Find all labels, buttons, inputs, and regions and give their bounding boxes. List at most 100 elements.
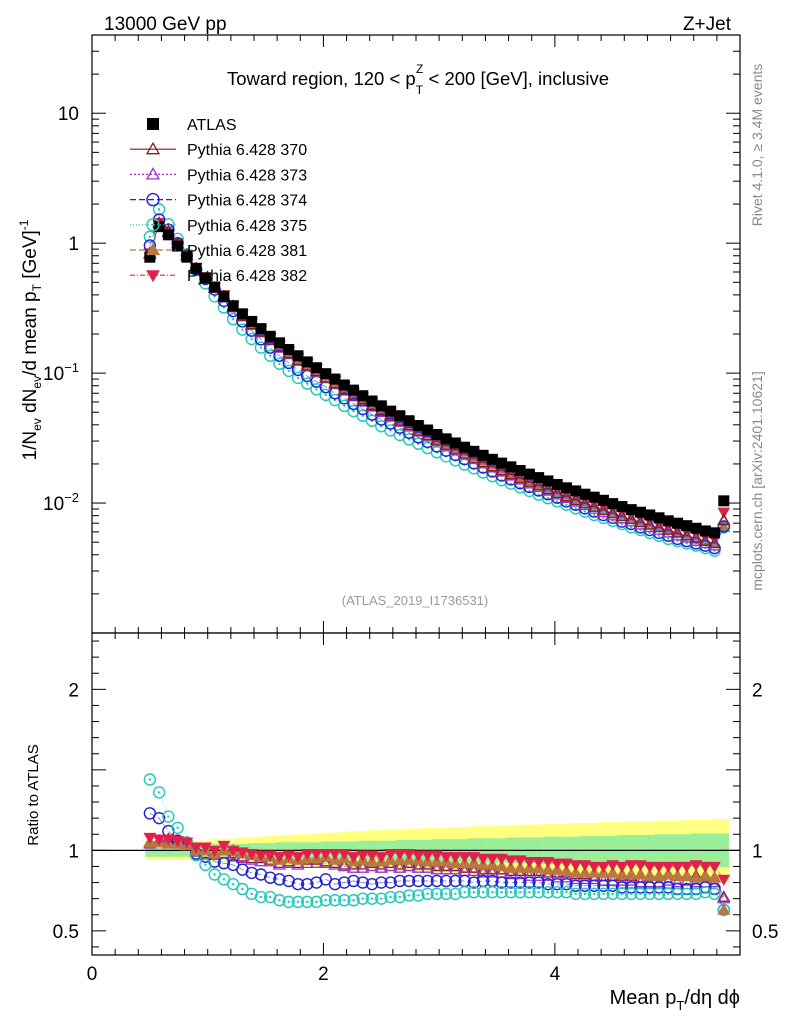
ratio-point-pythia-6-428-374-ring: [273, 873, 286, 886]
main-point-atlas: [440, 433, 452, 445]
ratio-point-pythia-6-428-375-dot: [611, 892, 614, 896]
main-point-atlas: [616, 501, 628, 513]
ratio-point-pythia-6-428-375-dot: [426, 892, 429, 896]
ratio-point-pythia-6-428-375-dot: [602, 892, 605, 896]
main-point-pythia-6-428-375-dot: [593, 513, 596, 517]
ratio-point-pythia-6-428-374-ring: [588, 879, 601, 892]
ratio-point-pythia-6-428-382: [476, 853, 490, 865]
ratio-point-pythia-6-428-375-dot: [481, 891, 485, 894]
main-point-atlas: [181, 251, 193, 263]
main-point-pythia-6-428-373: [643, 520, 657, 533]
ratio-point-pythia-6-428-374: [569, 879, 582, 892]
ratio-tick-label-left: 1: [68, 841, 79, 862]
y-tick-label: 10−2: [43, 490, 79, 515]
main-point-pythia-6-428-375: [662, 532, 675, 546]
rivet-label: Rivet 4.1.0, ≥ 3.4M events: [749, 64, 765, 227]
ratio-point-pythia-6-428-375-ring: [449, 887, 462, 901]
ratio-point-pythia-6-428-375-dot: [435, 892, 439, 896]
axis-ticks: 0 2 4 10 1 10−1 10−2 2 2 1 1 0.5 0.5: [43, 34, 778, 985]
ratio-point-pythia-6-428-375: [689, 887, 703, 901]
main-point-atlas: [644, 509, 656, 521]
main-point-pythia-6-428-375: [625, 521, 638, 534]
ratio-point-pythia-6-428-375: [365, 892, 379, 905]
main-point-atlas: [209, 281, 221, 293]
ratio-point-pythia-6-428-374: [356, 876, 369, 889]
ratio-point-pythia-6-428-375-dot: [231, 882, 235, 886]
main-point-atlas: [236, 308, 248, 320]
x-tick-label: 2: [318, 964, 329, 985]
legend-item-pythia-6-428-374: Pythia 6.428 374: [130, 193, 307, 210]
ratio-point-pythia-6-428-375: [199, 858, 212, 872]
ratio-point-pythia-6-428-374: [523, 876, 536, 889]
ratio-point-pythia-6-428-375-dot: [259, 895, 263, 899]
ratio-point-pythia-6-428-375: [597, 887, 610, 901]
main-point-pythia-6-428-375: [152, 203, 166, 216]
main-point-atlas: [264, 330, 276, 342]
ratio-point-pythia-6-428-382: [550, 858, 564, 870]
ratio-point-pythia-6-428-375-dot: [315, 900, 318, 904]
main-point-pythia-6-428-375-ring: [365, 414, 379, 427]
ratio-point-pythia-6-428-382: [421, 850, 434, 862]
ratio-point-pythia-6-428-375: [273, 894, 286, 907]
ratio-point-pythia-6-428-382: [439, 852, 453, 864]
main-point-pythia-6-428-375-dot: [278, 362, 281, 365]
ratio-point-pythia-6-428-382: [236, 847, 249, 859]
ratio-point-pythia-6-428-382: [356, 850, 370, 862]
ratio-point-pythia-6-428-374: [504, 876, 518, 889]
ratio-markers: [143, 773, 731, 917]
main-point-pythia-6-428-375-dot: [287, 369, 290, 373]
ratio-point-pythia-6-428-374: [152, 811, 166, 825]
main-point-pythia-6-428-373: [680, 531, 694, 543]
main-point-pythia-6-428-375-ring: [625, 521, 638, 534]
header-left: 13000 GeV pp: [104, 14, 227, 35]
main-point-pythia-6-428-373: [430, 434, 444, 447]
ratio-point-pythia-6-428-374-ring: [449, 874, 462, 888]
ratio-point-pythia-6-428-373: [346, 861, 361, 873]
ratio-point-pythia-6-428-375: [486, 886, 499, 899]
main-point-pythia-6-428-382: [717, 507, 731, 519]
main-markers: [143, 203, 731, 557]
ratio-tick-label-left: 0.5: [53, 922, 79, 943]
legend-item-pythia-6-428-381: Pythia 6.428 381: [130, 242, 307, 260]
ratio-point-pythia-6-428-373: [541, 869, 555, 881]
legend-marker: [146, 270, 160, 283]
ratio-point-pythia-6-428-374: [217, 857, 231, 870]
ratio-point-pythia-6-428-375-ring: [430, 887, 444, 901]
ratio-point-pythia-6-428-373: [569, 872, 583, 885]
ratio-point-pythia-6-428-373: [485, 866, 499, 878]
ratio-point-pythia-6-428-375: [680, 887, 693, 901]
ratio-point-pythia-6-428-375-dot: [546, 891, 550, 894]
main-point-atlas: [477, 449, 489, 461]
main-point-atlas: [144, 251, 156, 263]
ratio-point-pythia-6-428-375-dot: [444, 892, 448, 896]
main-point-pythia-6-428-370: [707, 536, 722, 549]
main-point-pythia-6-428-375-ring: [319, 388, 332, 402]
ratio-point-pythia-6-428-373: [319, 856, 333, 869]
ratio-point-pythia-6-428-375: [550, 886, 564, 899]
ratio-point-pythia-6-428-382: [347, 852, 360, 864]
main-point-pythia-6-428-375-dot: [148, 235, 152, 238]
main-point-pythia-6-428-375-dot: [657, 534, 661, 537]
ratio-point-pythia-6-428-375-ring: [523, 886, 536, 899]
ratio-point-pythia-6-428-382: [615, 861, 629, 873]
ratio-point-pythia-6-428-375-ring: [171, 821, 184, 835]
ratio-point-pythia-6-428-375: [671, 887, 684, 901]
ratio-point-pythia-6-428-374-ring: [301, 877, 314, 891]
ratio-point-pythia-6-428-382: [634, 860, 647, 872]
ratio-point-pythia-6-428-375-ring: [328, 894, 342, 907]
ratio-point-pythia-6-428-375: [328, 894, 342, 907]
ratio-point-pythia-6-428-373: [337, 859, 351, 872]
ratio-point-pythia-6-428-375: [560, 886, 573, 899]
ratio-point-pythia-6-428-375-dot: [537, 891, 540, 894]
ratio-point-pythia-6-428-374-ring: [384, 876, 397, 889]
ratio-point-pythia-6-428-375-dot: [472, 891, 476, 894]
main-point-pythia-6-428-375-ring: [328, 393, 342, 407]
ratio-point-pythia-6-428-375-dot: [676, 892, 679, 896]
main-point-atlas: [218, 290, 230, 302]
ratio-point-pythia-6-428-382: [254, 850, 268, 862]
ratio-point-pythia-6-428-375-ring: [375, 892, 388, 905]
ratio-point-pythia-6-428-382: [430, 850, 444, 862]
ratio-point-pythia-6-428-381: [698, 869, 712, 881]
main-point-atlas: [310, 362, 322, 374]
ratio-point-pythia-6-428-375-dot: [167, 815, 170, 818]
